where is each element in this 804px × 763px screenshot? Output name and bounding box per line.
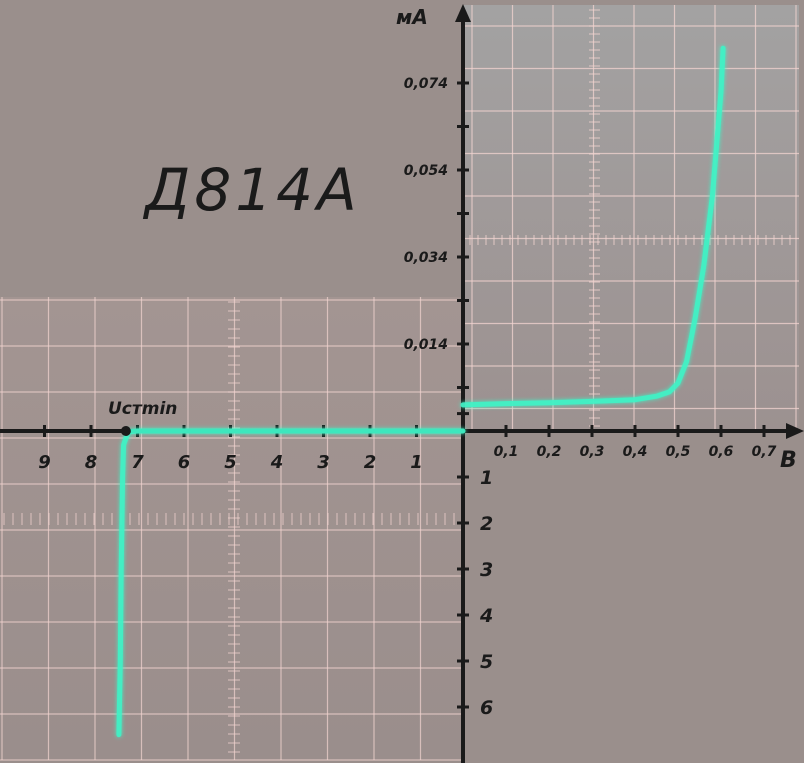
grid-lines	[0, 5, 799, 761]
x-tick-label-reverse: 8	[85, 452, 98, 473]
y-tick-label-forward: 0,054	[404, 163, 448, 179]
x-axis-arrow	[786, 423, 804, 439]
y-tick-label-forward: 0,074	[404, 76, 448, 92]
y-tick-label-reverse: 3	[480, 559, 493, 581]
y-tick-label-reverse: 5	[480, 651, 493, 673]
x-tick-label-reverse: 1	[410, 452, 423, 473]
screen-reverse-quadrant	[0, 297, 463, 760]
x-units-label: В	[780, 448, 797, 473]
x-tick-label-reverse: 6	[178, 452, 191, 473]
x-tick-label-forward: 0,5	[666, 444, 691, 460]
y-tick-label-reverse: 6	[480, 697, 493, 719]
x-tick-label-reverse: 9	[38, 452, 51, 473]
y-tick-label-forward: 0,014	[404, 337, 448, 353]
x-tick-label-forward: 0,4	[623, 444, 648, 460]
y-tick-label-reverse: 2	[480, 513, 493, 535]
y-axis-arrow	[455, 4, 471, 22]
ustmin-point-marker	[120, 426, 131, 436]
labels: 0,1 0,2 0,3 0,4 0,5 0,6 0,7 1 2 3 4 5 6 7 8 9 0,014 0,034…	[38, 76, 776, 719]
y-tick-label-reverse: 1	[480, 467, 493, 489]
x-tick-label-reverse: 7	[131, 452, 144, 473]
x-tick-label-reverse: 4	[270, 452, 284, 473]
y-units-label: мА	[396, 5, 428, 29]
screen-forward-quadrant	[463, 5, 799, 433]
y-tick-label-forward: 0,034	[404, 250, 448, 266]
x-tick-label-reverse: 3	[317, 452, 330, 473]
ustmin-annotation: Uстmin	[108, 399, 177, 419]
x-tick-label-forward: 0,6	[709, 444, 734, 460]
forward-branch-trace	[460, 45, 726, 408]
y-tick-label-reverse: 4	[479, 605, 493, 627]
x-tick-label-forward: 0,7	[752, 444, 777, 460]
x-tick-label-forward: 0,2	[537, 444, 562, 460]
x-tick-label-reverse: 5	[224, 452, 237, 473]
x-tick-label-reverse: 2	[364, 452, 377, 473]
x-tick-label-forward: 0,1	[494, 444, 519, 460]
chart-title: Д814А	[142, 156, 361, 224]
x-tick-label-forward: 0,3	[580, 444, 605, 460]
trace-layer	[116, 45, 726, 738]
reverse-branch-trace	[116, 428, 466, 738]
